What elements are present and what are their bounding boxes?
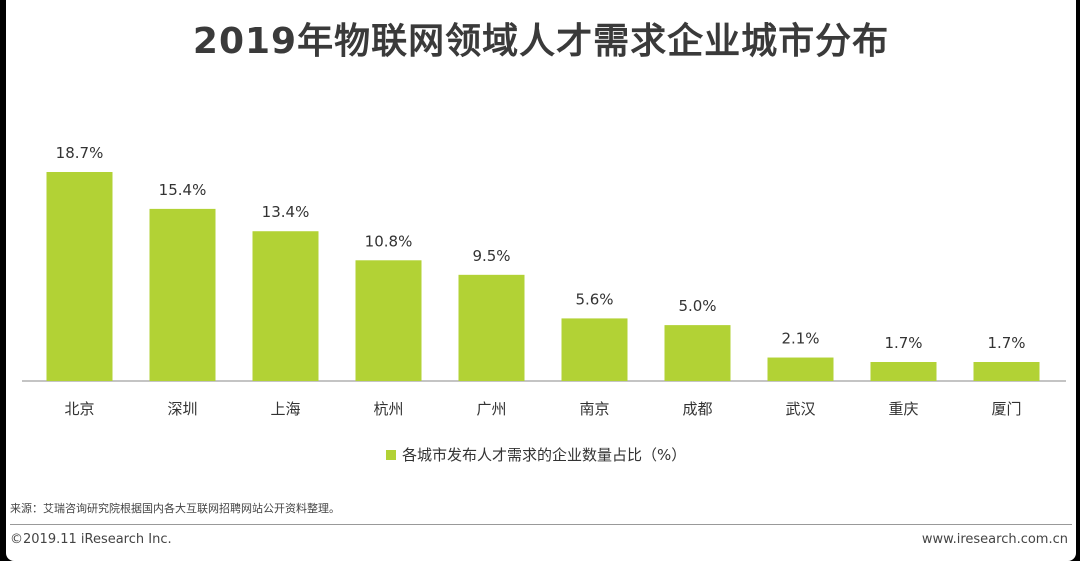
category-label-6: 成都 [682, 400, 712, 418]
legend-label: 各城市发布人才需求的企业数量占比（%） [402, 446, 687, 464]
copyright: ©2019.11 iResearch Inc. [10, 532, 172, 547]
category-label-8: 重庆 [888, 400, 918, 418]
category-label-9: 厦门 [991, 400, 1021, 418]
data-label-2: 13.4% [262, 203, 310, 221]
bar-8 [870, 362, 937, 381]
data-label-3: 10.8% [365, 232, 413, 250]
data-label-6: 5.0% [678, 297, 716, 315]
bar-2 [252, 231, 319, 381]
data-label-9: 1.7% [987, 334, 1025, 352]
category-label-1: 深圳 [167, 400, 197, 418]
legend-swatch [386, 449, 396, 460]
bar-9 [973, 362, 1040, 381]
data-label-1: 15.4% [159, 181, 207, 199]
bar-0 [46, 172, 113, 381]
bar-6 [664, 325, 731, 381]
bar-5 [561, 318, 628, 381]
data-label-4: 9.5% [472, 247, 510, 265]
bar-4 [458, 274, 525, 381]
chart-title: 2019年物联网领域人才需求企业城市分布 [192, 21, 890, 62]
data-label-7: 2.1% [781, 330, 819, 348]
website: www.iresearch.com.cn [921, 532, 1068, 547]
category-label-3: 杭州 [373, 400, 403, 418]
bar-7 [767, 357, 834, 381]
data-label-8: 1.7% [884, 334, 922, 352]
category-label-5: 南京 [579, 400, 609, 418]
legend: 各城市发布人才需求的企业数量占比（%） [386, 444, 686, 465]
footer-divider [10, 524, 1072, 525]
category-label-7: 武汉 [785, 400, 815, 418]
category-label-4: 广州 [476, 400, 506, 418]
page: 2019年物联网领域人才需求企业城市分布 18.7% 北京 15.4% 深圳 13.4%… [6, 0, 1076, 561]
bar-chart: 18.7% 北京 15.4% 深圳 13.4% 上海 10.8% 杭州 9.5% 广州 5.6% 南京… [22, 144, 1066, 418]
data-label-5: 5.6% [575, 290, 613, 308]
bar-1 [149, 208, 216, 381]
source-note: 来源：艾瑞咨询研究院根据国内各大互联网招聘网站公开资料整理。 [10, 502, 340, 515]
data-label-0: 18.7% [56, 144, 104, 162]
bar-3 [355, 260, 422, 381]
category-label-2: 上海 [270, 400, 300, 418]
category-label-0: 北京 [64, 400, 94, 418]
